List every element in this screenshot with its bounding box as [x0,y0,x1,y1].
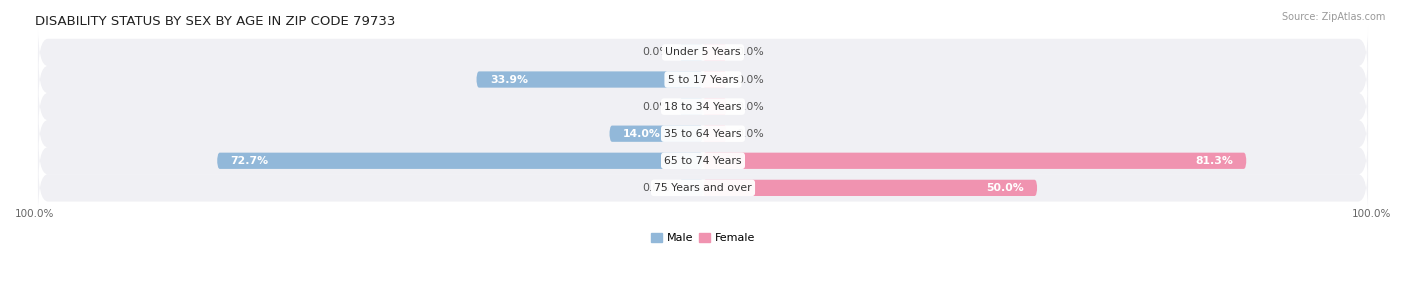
FancyBboxPatch shape [38,107,1368,161]
FancyBboxPatch shape [38,80,1368,133]
FancyBboxPatch shape [703,180,1038,196]
FancyBboxPatch shape [703,44,727,60]
Text: 0.0%: 0.0% [737,47,765,57]
Text: 33.9%: 33.9% [489,74,527,85]
FancyBboxPatch shape [38,26,1368,79]
FancyBboxPatch shape [38,134,1368,188]
FancyBboxPatch shape [609,126,703,142]
Text: 18 to 34 Years: 18 to 34 Years [664,102,742,112]
Text: 72.7%: 72.7% [231,156,269,166]
Text: 0.0%: 0.0% [737,129,765,139]
FancyBboxPatch shape [679,98,703,115]
Text: 50.0%: 50.0% [986,183,1024,193]
Text: 65 to 74 Years: 65 to 74 Years [664,156,742,166]
Text: 81.3%: 81.3% [1195,156,1233,166]
Text: Under 5 Years: Under 5 Years [665,47,741,57]
Legend: Male, Female: Male, Female [647,229,759,248]
FancyBboxPatch shape [38,53,1368,106]
FancyBboxPatch shape [703,98,727,115]
FancyBboxPatch shape [703,126,727,142]
Text: 5 to 17 Years: 5 to 17 Years [668,74,738,85]
Text: 75 Years and over: 75 Years and over [654,183,752,193]
Text: 0.0%: 0.0% [737,74,765,85]
FancyBboxPatch shape [477,71,703,88]
Text: 14.0%: 14.0% [623,129,661,139]
FancyBboxPatch shape [38,161,1368,215]
FancyBboxPatch shape [703,71,727,88]
Text: 0.0%: 0.0% [641,47,669,57]
Text: 0.0%: 0.0% [641,183,669,193]
FancyBboxPatch shape [679,180,703,196]
Text: Source: ZipAtlas.com: Source: ZipAtlas.com [1281,12,1385,22]
Text: DISABILITY STATUS BY SEX BY AGE IN ZIP CODE 79733: DISABILITY STATUS BY SEX BY AGE IN ZIP C… [35,15,395,28]
Text: 0.0%: 0.0% [641,102,669,112]
FancyBboxPatch shape [217,153,703,169]
Text: 35 to 64 Years: 35 to 64 Years [664,129,742,139]
Text: 0.0%: 0.0% [737,102,765,112]
FancyBboxPatch shape [703,153,1246,169]
FancyBboxPatch shape [679,44,703,60]
